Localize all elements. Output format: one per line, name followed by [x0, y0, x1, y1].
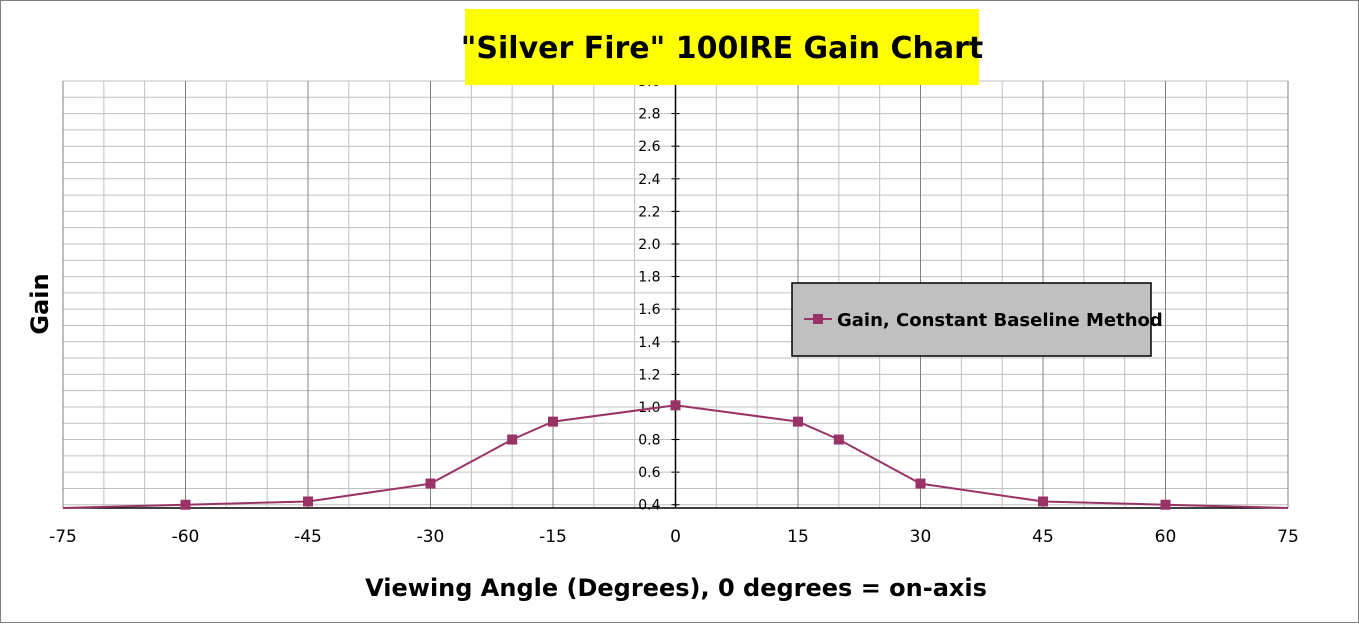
legend-box — [791, 282, 1152, 357]
y-tick-label: 1.6 — [638, 302, 660, 318]
y-tick-label: 0.8 — [638, 433, 660, 449]
y-tick-label: 2.0 — [638, 237, 660, 253]
x-tick-label: -30 — [417, 527, 445, 547]
x-tick-label: 60 — [1155, 527, 1177, 547]
x-tick-label: -15 — [539, 527, 567, 547]
data-point-marker — [425, 478, 436, 489]
y-axis-label: Gain — [26, 273, 54, 334]
chart-title: "Silver Fire" 100IRE Gain Chart — [461, 31, 983, 66]
y-tick-label: 2.4 — [638, 172, 660, 188]
y-tick-label: 1.4 — [638, 335, 660, 351]
legend-entry-label: Gain, Constant Baseline Method — [837, 310, 1163, 331]
data-point-marker — [670, 400, 681, 411]
data-point-marker — [793, 416, 803, 427]
data-point-marker — [507, 434, 518, 445]
x-tick-label: 30 — [910, 527, 932, 547]
x-tick-label: -45 — [294, 527, 322, 547]
y-tick-label: 2.6 — [638, 139, 660, 155]
data-point-marker — [833, 434, 844, 445]
title-background — [465, 9, 979, 85]
x-tick-label: 75 — [1277, 527, 1299, 547]
y-tick-label: 1.8 — [638, 270, 660, 286]
x-tick-label: 15 — [787, 527, 809, 547]
legend-marker — [813, 314, 823, 324]
legend: Gain, Constant Baseline Method — [791, 282, 1163, 357]
x-tick-label: 0 — [670, 527, 681, 547]
y-tick-label: 2.8 — [638, 107, 660, 123]
x-tick-label: -75 — [49, 527, 77, 547]
data-point-marker — [180, 499, 191, 510]
y-tick-labels: 0.40.60.81.01.21.41.61.82.02.22.42.62.83… — [638, 74, 660, 514]
data-point-marker — [915, 478, 926, 489]
data-point-marker — [1160, 499, 1171, 510]
axes — [63, 80, 1288, 509]
data-point-marker — [1038, 496, 1048, 507]
x-axis-label: Viewing Angle (Degrees), 0 degrees = on-… — [365, 574, 987, 602]
y-tick-label: 0.6 — [638, 465, 660, 481]
data-point-marker — [548, 416, 558, 427]
data-series — [62, 400, 1289, 510]
y-tick-label: 2.2 — [638, 204, 660, 220]
data-point-marker — [303, 496, 313, 507]
x-tick-labels: -75 -60 -45 -30 -15 0 15 30 45 60 75 — [49, 527, 1299, 547]
x-tick-label: -60 — [172, 527, 200, 547]
y-tick-label: 0.4 — [638, 498, 660, 514]
x-tick-label: 45 — [1032, 527, 1054, 547]
y-tick-label: 1.2 — [638, 367, 660, 383]
